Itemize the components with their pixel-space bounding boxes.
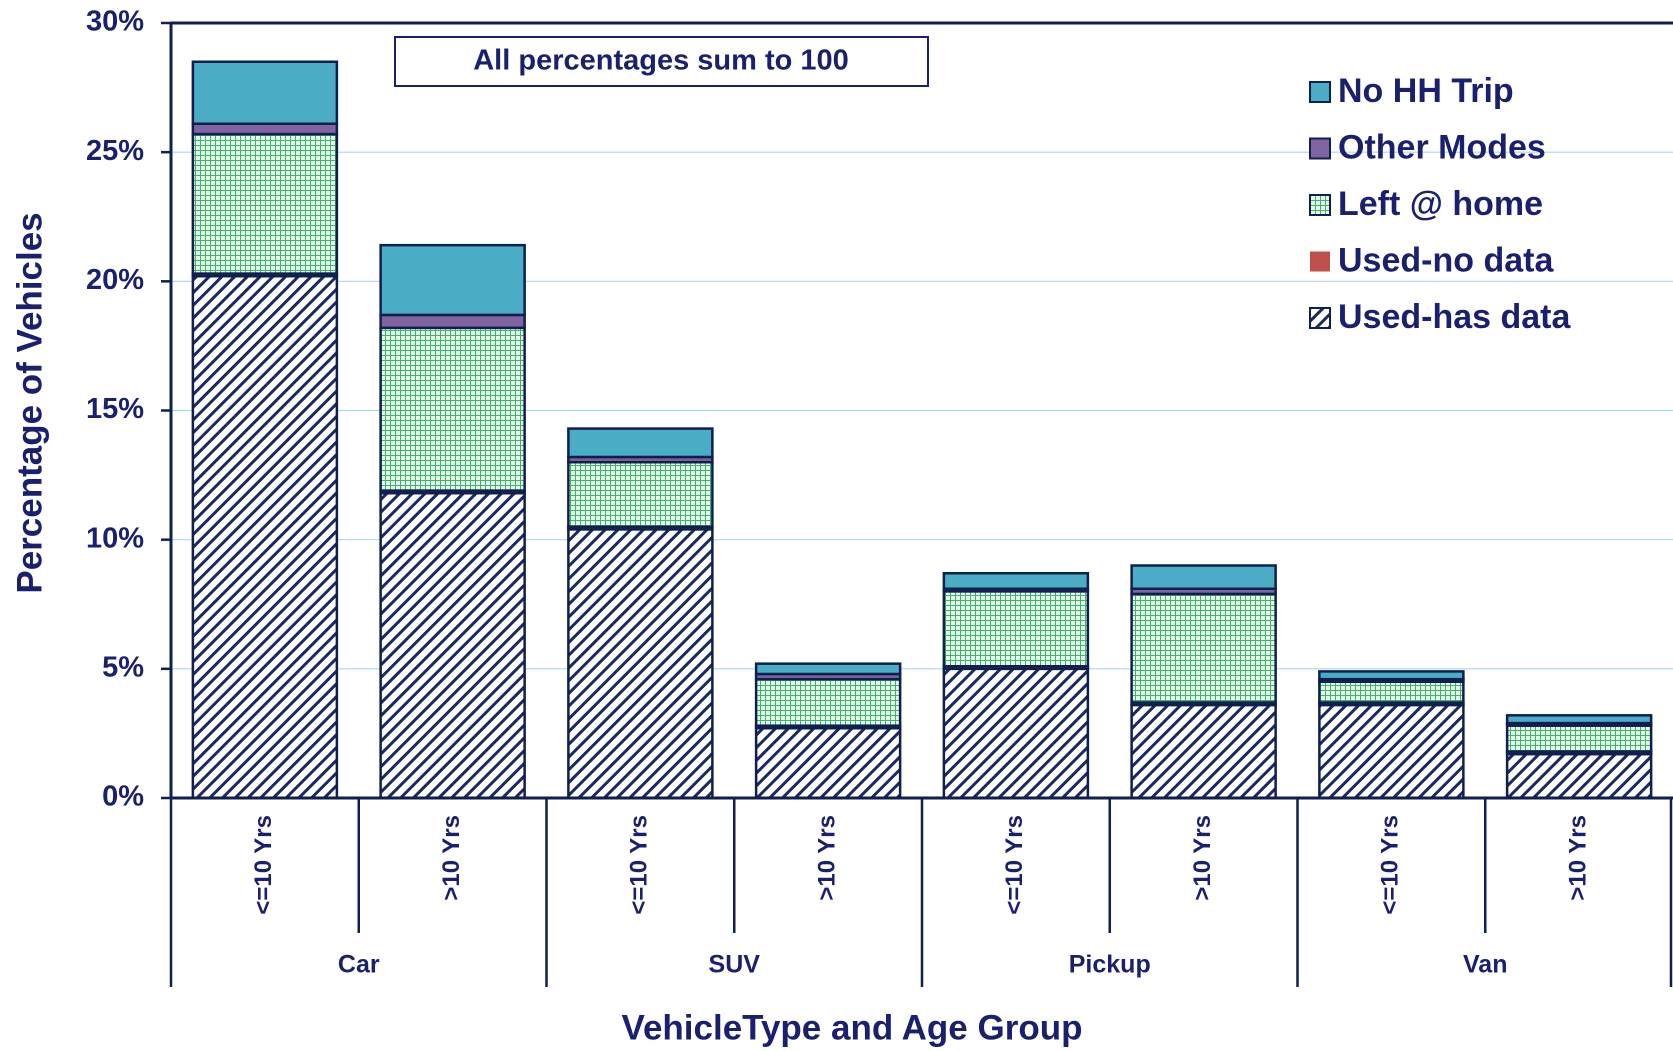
bar-segment xyxy=(942,572,1090,590)
x-axis-title: VehicleType and Age Group xyxy=(622,1008,1083,1047)
legend-swatch xyxy=(1309,81,1331,103)
legend-label: No HH Trip xyxy=(1338,72,1514,110)
bar-segment xyxy=(1318,680,1465,704)
x-tick-label: <=10 Yrs xyxy=(1001,815,1028,915)
x-tick-label: >10 Yrs xyxy=(1564,815,1591,901)
bar-segment xyxy=(754,662,902,676)
bar-segment xyxy=(942,667,1090,800)
bar-segment xyxy=(191,132,339,275)
bar-segment xyxy=(1130,703,1277,800)
group-label: Van xyxy=(1463,951,1507,979)
y-axis-title: Percentage of Vehicles xyxy=(10,212,49,593)
legend-swatch xyxy=(1309,137,1331,160)
x-tick-label: >10 Yrs xyxy=(1189,815,1216,901)
bar-segment xyxy=(1505,714,1653,725)
y-tick-label: 10% xyxy=(86,522,144,554)
x-tick-label: <=10 Yrs xyxy=(626,815,653,915)
bar-segment xyxy=(567,427,714,459)
legend-label: Other Modes xyxy=(1338,128,1546,166)
legend-swatch xyxy=(1310,251,1330,272)
bar-segment xyxy=(191,274,339,800)
y-tick-label: 15% xyxy=(86,393,144,425)
bar-segment xyxy=(1318,670,1465,681)
bar-segment xyxy=(567,460,714,528)
group-label: Car xyxy=(338,951,380,979)
bar-segment xyxy=(1505,752,1653,800)
bar-segment xyxy=(1130,564,1277,590)
bar-segment xyxy=(754,677,902,727)
legend-label: Left @ home xyxy=(1338,185,1543,223)
y-tick-label: 30% xyxy=(86,6,144,38)
x-tick-label: >10 Yrs xyxy=(438,815,465,901)
x-tick-label: >10 Yrs xyxy=(813,815,840,901)
bar-segment xyxy=(379,313,526,330)
bar-segment xyxy=(379,326,526,492)
bar-segment xyxy=(1505,724,1653,753)
annotation: All percentages sum to 100 xyxy=(473,45,849,77)
x-tick-label: <=10 Yrs xyxy=(250,815,277,915)
bar-segment xyxy=(567,528,714,800)
legend-label: Used-no data xyxy=(1338,241,1554,279)
bar-segment xyxy=(379,491,526,800)
bar-segment xyxy=(942,590,1090,668)
legend-swatch xyxy=(1309,307,1331,329)
x-tick-label: <=10 Yrs xyxy=(1377,815,1404,915)
bar-segment xyxy=(379,243,526,317)
legend-swatch xyxy=(1309,194,1331,216)
annotation-box xyxy=(394,36,929,87)
group-label: SUV xyxy=(709,951,761,979)
bar-segment xyxy=(1318,703,1465,800)
bar-segment xyxy=(191,60,339,125)
bar-segment xyxy=(191,122,339,136)
y-tick-label: 5% xyxy=(102,651,144,683)
y-tick-label: 0% xyxy=(102,781,144,813)
bar-segment xyxy=(754,727,902,800)
legend-label: Used-has data xyxy=(1338,298,1571,336)
y-tick-label: 20% xyxy=(86,264,144,296)
y-tick-label: 25% xyxy=(86,135,144,167)
bar-segment xyxy=(1130,592,1277,704)
group-label: Pickup xyxy=(1069,951,1151,979)
